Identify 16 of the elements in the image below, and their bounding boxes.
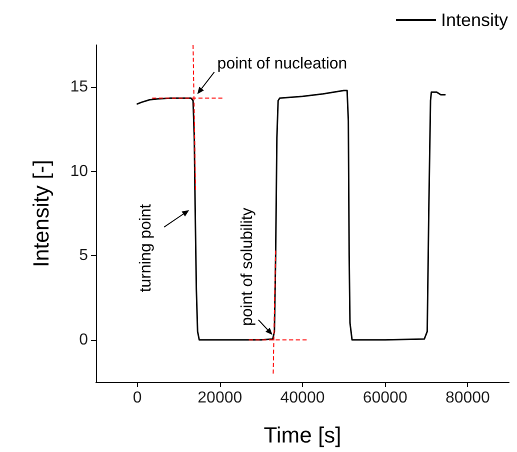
x-tick-label: 0 [132,390,142,406]
x-tick-label: 20000 [198,390,242,406]
y-axis-title: Intensity [-] [28,160,54,268]
x-axis-title: Time [s] [264,422,342,448]
y-tick-label: 10 [70,162,88,180]
x-tick-label: 80000 [445,390,490,406]
annotation: turning point [138,203,155,292]
legend-label: Intensity [440,10,508,30]
x-tick-label: 40000 [280,390,325,406]
y-tick-label: 5 [79,247,88,264]
y-tick-label: 15 [70,78,88,96]
x-tick-label: 60000 [362,390,408,406]
y-tick-label: 0 [79,331,88,348]
line-series [136,90,446,341]
annotation: point of nucleation [217,56,348,73]
annotation: point of solubility [238,208,256,326]
